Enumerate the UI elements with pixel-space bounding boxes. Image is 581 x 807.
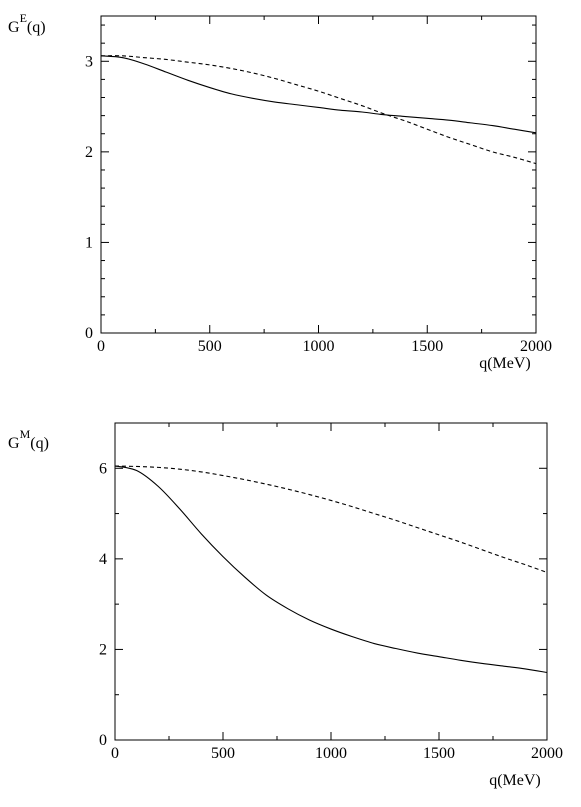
x-tick-label: 1500 <box>411 338 443 355</box>
x-tick-label: 1500 <box>423 745 455 762</box>
y-tick-label: 0 <box>85 325 93 342</box>
x-tick-label: 1000 <box>315 745 347 762</box>
y-tick-label: 1 <box>85 234 93 251</box>
x-tick-label: 1000 <box>303 338 335 355</box>
y-axis-title: GM(q) <box>8 427 49 452</box>
series-line-dashed <box>100 55 537 165</box>
y-tick-label: 2 <box>99 641 107 658</box>
plot-frame <box>114 422 548 741</box>
y-tick-label: 6 <box>99 460 107 477</box>
x-axis-title: q(MeV) <box>489 772 541 789</box>
plot-frame <box>100 15 537 334</box>
chart-panel-2: 0 500 1000 1500 2000 0 2 4 6 q(MeV) GM(q) <box>8 422 563 789</box>
x-tick-label: 0 <box>111 745 119 762</box>
x-tick-label: 2000 <box>531 745 563 762</box>
y-axis-title: GE(q) <box>8 11 46 36</box>
y-tick-label: 4 <box>99 551 107 568</box>
x-axis-title: q(MeV) <box>479 355 531 372</box>
series-line-solid <box>100 55 537 134</box>
series-line-solid <box>114 465 548 674</box>
x-tick-label: 0 <box>97 338 105 355</box>
x-tick-label: 2000 <box>520 338 552 355</box>
x-tick-label: 500 <box>211 745 235 762</box>
series-line-dashed <box>114 465 548 573</box>
y-tick-label: 0 <box>99 732 107 749</box>
y-tick-label: 3 <box>85 53 93 70</box>
x-tick-label: 500 <box>198 338 222 355</box>
chart-panel-1: 0 500 1000 1500 2000 0 1 2 3 q(MeV) GE(q) <box>8 11 552 372</box>
y-tick-label: 2 <box>85 144 93 161</box>
